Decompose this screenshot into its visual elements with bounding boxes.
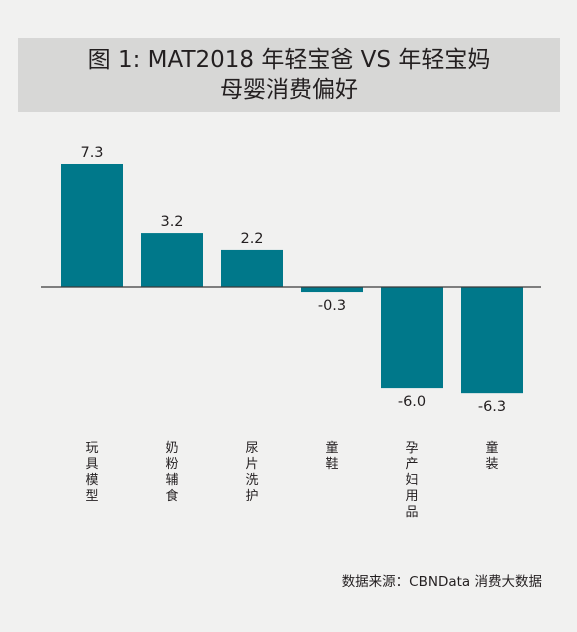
data-label: -0.3 [318, 298, 346, 314]
bar [461, 287, 523, 394]
data-label: 3.2 [160, 214, 183, 230]
chart-title-line-1: 图 1: MAT2018 年轻宝爸 VS 年轻宝妈 [87, 47, 491, 73]
category-label: 玩具模型 [85, 441, 98, 504]
data-label: 2.2 [240, 231, 263, 247]
data-label: -6.0 [398, 394, 426, 410]
bar [141, 233, 203, 287]
bar [381, 287, 443, 389]
source-note: 数据来源：CBNData 消费大数据 [341, 574, 542, 590]
bar [221, 249, 283, 287]
category-label: 奶粉辅食 [165, 441, 178, 504]
category-label: 童鞋 [325, 440, 338, 472]
data-label: -6.3 [478, 399, 506, 415]
category-label: 尿片洗护 [245, 441, 258, 504]
bar [61, 163, 123, 287]
chart-title-line-2: 母婴消费偏好 [220, 77, 358, 103]
data-label: 7.3 [80, 145, 103, 161]
bar [301, 287, 363, 293]
category-label: 童装 [485, 440, 498, 472]
category-label: 孕产妇用品 [405, 441, 418, 520]
title-box: 图 1: MAT2018 年轻宝爸 VS 年轻宝妈 母婴消费偏好 [18, 38, 560, 112]
